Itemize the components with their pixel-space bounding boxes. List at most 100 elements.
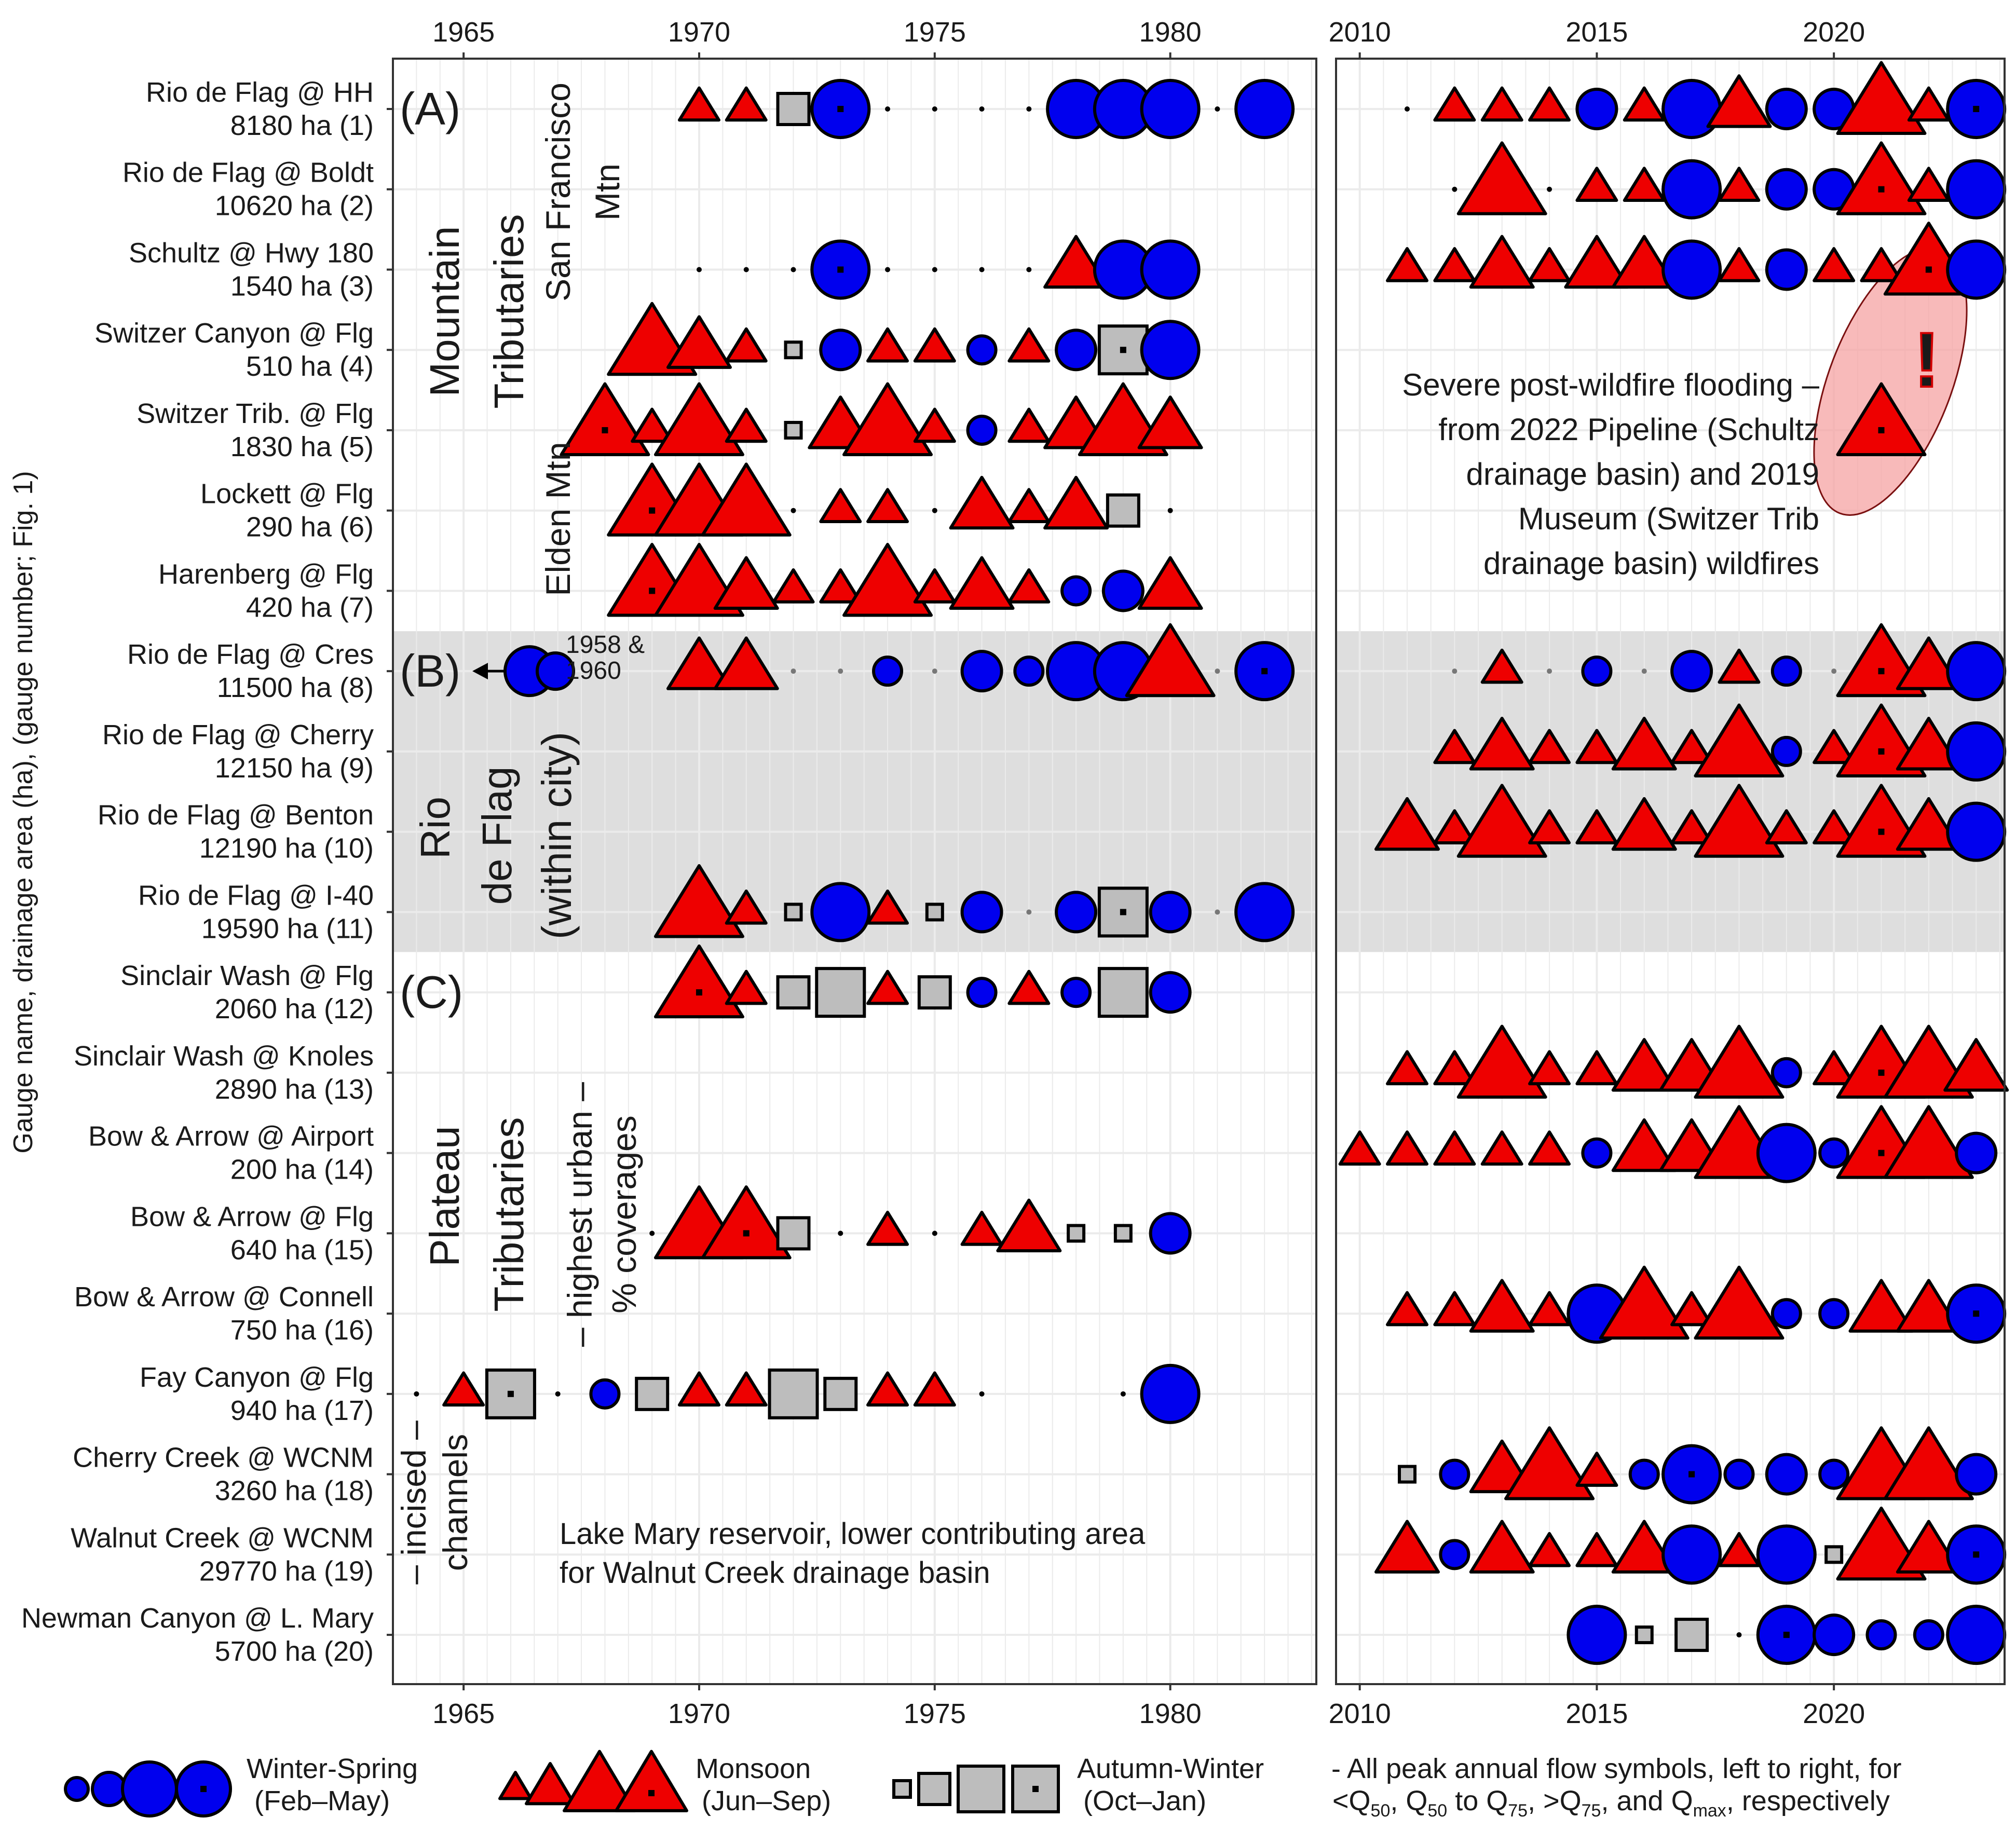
qmax-marker-g14-2021 xyxy=(1878,1150,1885,1156)
monsoon-triangle-g3-1978 xyxy=(1043,235,1109,289)
legend-circle-3 xyxy=(121,1760,178,1818)
monsoon-triangle-g6-1978 xyxy=(1043,475,1109,530)
wildfire-label-5: drainage basin) wildfires xyxy=(1483,546,1819,581)
highest-urban-label: – highest urban – xyxy=(561,1082,599,1347)
winter-spring-circle-g20-2023 xyxy=(1946,1605,2007,1665)
gauge-name-label: Harenberg @ Flg xyxy=(158,558,374,590)
monsoon-triangle-g3-2016 xyxy=(1611,235,1677,289)
quantile-text: to Q xyxy=(1447,1785,1508,1816)
minor-flow-dot-g3-1976 xyxy=(979,267,985,272)
gauge-name-label: Switzer Canyon @ Flg xyxy=(94,318,374,349)
minor-flow-dot-g15-1975 xyxy=(932,1231,937,1236)
monsoon-triangle-g5-1974 xyxy=(842,382,933,456)
minor-flow-dot-g8-1973 xyxy=(838,668,843,674)
gauge-area-label: 750 ha (16) xyxy=(230,1315,374,1346)
legend-note-line-1: - All peak annual flow symbols, left to … xyxy=(1331,1753,1902,1784)
winter-spring-circle-g4-1973 xyxy=(819,329,862,372)
bottom-tick-label: 1975 xyxy=(904,1698,966,1729)
monsoon-triangle-g1-2016 xyxy=(1623,86,1666,122)
monsoon-triangle-g5-1975 xyxy=(913,407,956,443)
winter-spring-circle-g4-1980 xyxy=(1140,320,1201,380)
early-years-arrow-head xyxy=(472,663,488,680)
monsoon-triangle-g8-2022 xyxy=(1896,636,1961,690)
legend-circle-1 xyxy=(64,1776,90,1802)
winter-spring-circle-g8-1976 xyxy=(960,650,1003,693)
qmax-marker-g2-2021 xyxy=(1878,186,1885,193)
quantile-subscript: 75 xyxy=(1508,1801,1528,1821)
qmax-marker-g10-2021 xyxy=(1878,828,1885,835)
monsoon-triangle-g19-2022 xyxy=(1896,1520,1961,1574)
winter-spring-circle-g18-2018 xyxy=(1723,1458,1755,1490)
quantile-text: <Q xyxy=(1332,1785,1371,1816)
monsoon-triangle-g10-2012 xyxy=(1433,809,1476,844)
top-tick-label: 2020 xyxy=(1803,17,1865,48)
winter-spring-circle-g14-2023 xyxy=(1955,1131,1998,1174)
monsoon-triangle-g16-2016 xyxy=(1599,1265,1690,1340)
monsoon-triangle-g6-1973 xyxy=(819,488,862,523)
winter-spring-circle-g4-1978 xyxy=(1055,329,1098,372)
monsoon-triangle-g13-2014 xyxy=(1528,1050,1571,1086)
gauge-area-label: 19590 ha (11) xyxy=(201,913,374,944)
monsoon-triangle-g8-1971 xyxy=(713,636,779,690)
legend-square-2 xyxy=(917,1772,951,1806)
monsoon-triangle-g10-2017 xyxy=(1670,809,1713,844)
minor-flow-dot-g17-1967 xyxy=(555,1391,561,1397)
monsoon-triangle-g4-1971 xyxy=(725,327,768,363)
qmax-marker-g16-2023 xyxy=(1973,1310,1980,1317)
autumn-winter-square-g17-1972 xyxy=(768,1368,819,1419)
monsoon-triangle-g7-1973 xyxy=(819,568,862,604)
gauge-name-label: Walnut Creek @ WCNM xyxy=(71,1522,374,1553)
early-years-label-2: 1960 xyxy=(566,657,621,685)
gauge-area-label: 2890 ha (13) xyxy=(215,1074,374,1105)
monsoon-triangle-g19-2015 xyxy=(1575,1532,1618,1567)
winter-spring-circle-g11-1980 xyxy=(1149,891,1192,934)
bottom-tick-label: 1965 xyxy=(432,1698,495,1729)
tributaries-label-plateau: Tributaries xyxy=(486,1117,532,1312)
rio-label: Rio xyxy=(412,797,458,859)
winter-spring-circle-g20-2015 xyxy=(1567,1605,1627,1665)
minor-flow-dot-g8-2020 xyxy=(1831,668,1837,674)
winter-spring-circle-g2-2023 xyxy=(1946,159,2007,220)
gauge-name-label: Lockett @ Flg xyxy=(200,479,374,510)
qmax-marker-g7-1969 xyxy=(649,587,656,594)
monsoon-triangle-g3-2011 xyxy=(1386,247,1429,282)
monsoon-triangle-g10-2011 xyxy=(1374,797,1440,851)
autumn-winter-square-g17-1973 xyxy=(823,1376,858,1411)
minor-flow-dot-g8-1972 xyxy=(791,668,796,674)
winter-spring-circle-g3-2019 xyxy=(1765,248,1808,291)
mountain-label: Mountain xyxy=(421,226,468,397)
minor-flow-dot-g6-1972 xyxy=(791,508,796,513)
monsoon-triangle-g9-2014 xyxy=(1528,729,1571,764)
autumn-winter-square-g4-1979 xyxy=(1097,324,1149,376)
exclamation-mark: ! xyxy=(1914,316,1940,403)
legend-square-qmax-marker xyxy=(1032,1786,1039,1792)
monsoon-triangle-g4-1970 xyxy=(666,315,732,369)
winter-spring-circle-g8-1974 xyxy=(872,655,904,687)
monsoon-triangle-g14-2012 xyxy=(1433,1130,1476,1166)
monsoon-triangle-g6-1976 xyxy=(949,475,1015,530)
monsoon-triangle-g2-2015 xyxy=(1575,167,1618,202)
winter-spring-circle-g10-2023 xyxy=(1946,801,2007,862)
minor-flow-dot-g1-1975 xyxy=(932,106,937,112)
minor-flow-dot-g1-1981 xyxy=(1215,106,1220,112)
monsoon-triangle-g6-1974 xyxy=(866,488,909,523)
gauge-area-label: 940 ha (17) xyxy=(230,1395,374,1426)
qmax-marker-g5-2021 xyxy=(1878,427,1885,433)
monsoon-triangle-g16-2021 xyxy=(1848,1279,1914,1333)
y-axis-title: Gauge name, drainage area (ha), (gauge n… xyxy=(8,471,38,1153)
legend-note-line-2: <Q50, Q50 to Q75, >Q75, and Qmax, respec… xyxy=(1332,1785,1890,1821)
monsoon-triangle-g13-2015 xyxy=(1575,1050,1618,1086)
monsoon-triangle-g1-2014 xyxy=(1528,86,1571,122)
qmax-marker-g6-1969 xyxy=(649,507,656,514)
minor-flow-dot-g1-1977 xyxy=(1026,106,1032,112)
winter-spring-circle-g20-2022 xyxy=(1913,1619,1944,1651)
monsoon-triangle-g17-1974 xyxy=(866,1371,909,1407)
monsoon-triangle-g5-1971 xyxy=(725,407,768,443)
legend-triangle-2 xyxy=(525,1762,576,1806)
monsoon-triangle-g7-1977 xyxy=(1007,568,1051,604)
monsoon-triangle-g1-2012 xyxy=(1433,86,1476,122)
minor-flow-dot-g8-2016 xyxy=(1641,668,1647,674)
gauge-name-label: Rio de Flag @ Cherry xyxy=(102,719,374,750)
monsoon-triangle-g15-1976 xyxy=(960,1210,1003,1246)
